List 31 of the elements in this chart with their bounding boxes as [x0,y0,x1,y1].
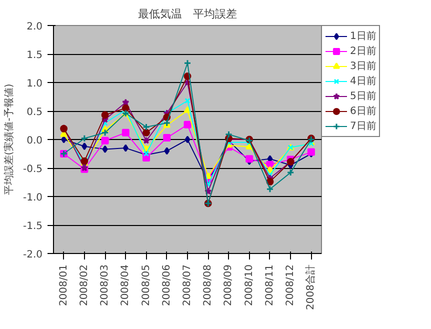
x-tick-label: 2008/02 [78,264,90,306]
y-tick-label: 2.0 [26,22,43,32]
legend-label: 5日前 [350,90,376,103]
x-tick-label: 2008/04 [120,264,132,306]
x-tick-label: 2008/10 [244,264,255,306]
y-tick-label: -1.5 [22,221,43,232]
legend-label: 3日前 [350,60,376,73]
y-tick-label: 0.0 [26,136,43,146]
x-tick-label: 2008/11 [264,264,276,306]
x-tick-label: 2008/03 [100,264,111,306]
x-tick-label: 2008/06 [161,264,172,306]
x-tick-label: 2008/09 [223,264,234,306]
y-axis-title: 平均誤差(実績値-予報値) [2,84,15,196]
legend-label: 7日前 [350,120,376,133]
x-tick-label: 2008/12 [285,264,296,306]
legend-label: 6日前 [350,105,376,118]
y-tick-label: 1.0 [26,78,43,90]
x-tick-label: 2008/07 [182,264,193,306]
x-tick-label: 2008/01 [58,264,70,306]
y-tick-label: -1.0 [22,192,43,204]
chart-title: 最低気温 平均誤差 [138,8,237,20]
x-tick-label: 2008/08 [202,264,214,306]
y-tick-label: 1.5 [26,50,43,61]
y-tick-label: -2.0 [22,250,43,260]
legend-label: 4日前 [350,75,376,88]
y-tick-label: -0.5 [22,164,43,175]
x-tick-label: 2008合計 [304,264,317,310]
y-tick-label: 0.5 [26,107,43,118]
legend-label: 2日前 [350,45,376,58]
x-tick-label: 2008/05 [140,264,152,306]
legend-label: 1日前 [350,30,376,43]
